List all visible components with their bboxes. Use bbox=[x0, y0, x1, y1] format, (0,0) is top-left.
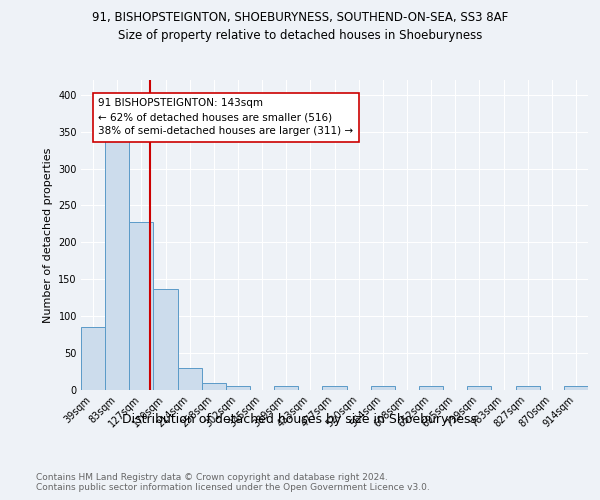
Bar bbox=[81, 328, 105, 390]
Bar bbox=[226, 386, 250, 390]
Bar bbox=[564, 386, 588, 390]
Bar bbox=[154, 289, 178, 390]
Bar bbox=[105, 139, 129, 390]
Bar bbox=[371, 386, 395, 390]
Text: Distribution of detached houses by size in Shoeburyness: Distribution of detached houses by size … bbox=[122, 412, 478, 426]
Bar bbox=[467, 386, 491, 390]
Text: 91, BISHOPSTEIGNTON, SHOEBURYNESS, SOUTHEND-ON-SEA, SS3 8AF: 91, BISHOPSTEIGNTON, SHOEBURYNESS, SOUTH… bbox=[92, 11, 508, 24]
Bar bbox=[419, 386, 443, 390]
Bar bbox=[129, 222, 154, 390]
Bar bbox=[322, 386, 347, 390]
Bar bbox=[274, 386, 298, 390]
Bar bbox=[515, 386, 540, 390]
Text: Contains HM Land Registry data © Crown copyright and database right 2024.
Contai: Contains HM Land Registry data © Crown c… bbox=[36, 472, 430, 492]
Text: 91 BISHOPSTEIGNTON: 143sqm
← 62% of detached houses are smaller (516)
38% of sem: 91 BISHOPSTEIGNTON: 143sqm ← 62% of deta… bbox=[98, 98, 353, 136]
Y-axis label: Number of detached properties: Number of detached properties bbox=[43, 148, 53, 322]
Bar bbox=[202, 382, 226, 390]
Text: Size of property relative to detached houses in Shoeburyness: Size of property relative to detached ho… bbox=[118, 29, 482, 42]
Bar bbox=[178, 368, 202, 390]
